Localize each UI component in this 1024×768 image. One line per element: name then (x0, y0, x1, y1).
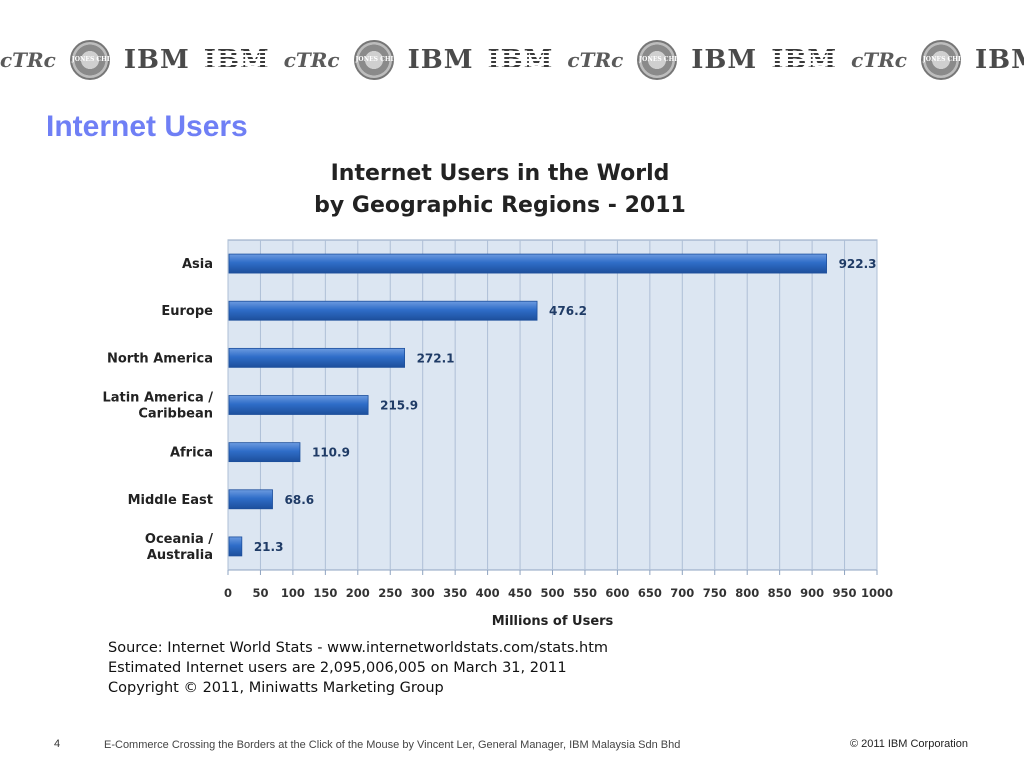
ibm-logo: IBM (771, 45, 838, 75)
ctrc-logo: cTRc (851, 48, 907, 72)
bar-value-label: 922.3 (839, 257, 877, 271)
bar (228, 347, 405, 368)
category-label: Europe (161, 304, 213, 319)
x-tick-label: 950 (833, 586, 857, 600)
category-label: North America (107, 351, 213, 366)
ibm-logo: IBM (974, 45, 1024, 75)
ctrc-logo: cTRc (0, 48, 56, 72)
bar-value-label: 110.9 (312, 446, 350, 460)
x-axis-label: Millions of Users (492, 614, 614, 629)
x-tick-label: 250 (378, 586, 402, 600)
estimate-note-line: Estimated Internet users are 2,095,006,0… (108, 660, 567, 676)
x-tick-label: 700 (670, 586, 694, 600)
bar (228, 253, 827, 274)
bar-value-label: 68.6 (285, 493, 315, 507)
ctrc-logo: cTRc (567, 48, 624, 72)
ibm-logo: IBM (407, 45, 474, 75)
ctrc-logo: cTRc (283, 48, 340, 72)
jones-chimes-logo: JONES CHIMES (920, 40, 976, 80)
x-tick-label: 750 (703, 586, 727, 600)
x-tick-label: 100 (281, 586, 305, 600)
ibm-logo: IBM (487, 45, 554, 75)
bar-value-label: 272.1 (417, 351, 455, 365)
category-label: Africa (170, 446, 213, 461)
x-tick-label: 900 (800, 586, 824, 600)
bar-value-label: 215.9 (380, 399, 418, 413)
x-tick-label: 650 (638, 586, 662, 600)
x-tick-label: 1000 (861, 586, 893, 600)
x-tick-label: 500 (540, 586, 564, 600)
bar (228, 300, 538, 321)
x-tick-label: 350 (443, 586, 467, 600)
bar (228, 489, 273, 510)
bar (228, 395, 369, 415)
copyright-note-line: Copyright © 2011, Miniwatts Marketing Gr… (108, 680, 444, 696)
chart-title: Internet Users in the World (330, 161, 670, 186)
category-label: Oceania / Australia (145, 532, 213, 563)
x-tick-label: 200 (346, 586, 370, 600)
slide-title: Internet Users (46, 110, 248, 143)
x-tick-label: 550 (573, 586, 597, 600)
footer-text: E-Commerce Crossing the Borders at the C… (104, 739, 681, 751)
category-label: Asia (182, 257, 213, 272)
logo-strip: cTRc JONES CHIMESIBM IBM cTRc JONES CHIMESIB… (0, 40, 1024, 92)
x-tick-label: 850 (768, 586, 792, 600)
x-tick-label: 0 (224, 586, 232, 600)
jones-chimes-logo: JONES CHIMES (353, 40, 409, 80)
jones-chimes-logo: JONES CHIMES (69, 40, 125, 80)
footer-page-number: 4 (54, 738, 61, 750)
x-tick-label: 600 (605, 586, 629, 600)
x-tick-label: 50 (252, 586, 268, 600)
ibm-logo: IBM (691, 45, 758, 75)
chart-title-block: Internet Users in the World by Geographi… (230, 158, 770, 222)
jones-chimes-logo: JONES CHIMES (637, 40, 693, 80)
x-tick-label: 400 (476, 586, 500, 600)
source-notes: Source: Internet World Stats - www.inter… (108, 638, 608, 698)
category-label: Middle East (128, 493, 213, 508)
footer-copyright: © 2011 IBM Corporation (850, 738, 968, 750)
ibm-logo: IBM (123, 45, 190, 75)
category-label: Latin America / Caribbean (102, 391, 213, 422)
x-tick-label: 800 (735, 586, 759, 600)
x-tick-label: 150 (313, 586, 337, 600)
chart-subtitle: by Geographic Regions - 2011 (314, 193, 686, 218)
bar (228, 442, 301, 463)
bar-value-label: 476.2 (549, 304, 587, 318)
ibm-logo: IBM (203, 45, 270, 75)
x-tick-label: 450 (508, 586, 532, 600)
plot-area (227, 239, 878, 571)
x-tick-label: 300 (411, 586, 435, 600)
bar (228, 536, 243, 557)
bar-value-label: 21.3 (254, 540, 284, 554)
source-note-line: Source: Internet World Stats - www.inter… (108, 640, 609, 656)
